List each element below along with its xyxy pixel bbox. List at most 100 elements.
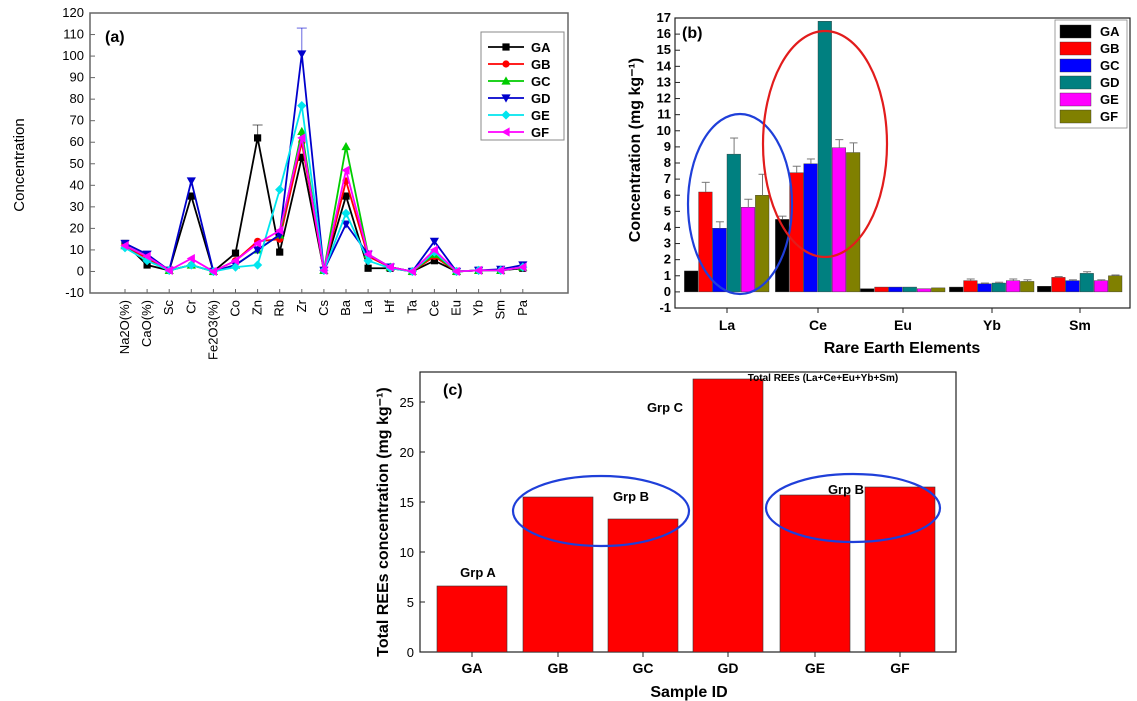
panel-b-xtick-label: Ce [809,317,827,333]
panel-a-xtick-label: Rb [272,300,287,317]
panel-b-ytick-label: 4 [664,219,672,234]
panel-b-bar-gd [991,282,1006,293]
panel-a-ytick-label: 90 [70,70,84,85]
panel-a-legend-box [480,31,565,141]
panel-a-legend-label: GE [531,108,550,123]
panel-b-legend-swatch [1059,58,1092,73]
panel-a-point-ge [275,185,285,195]
panel-a-point-gf [142,251,151,261]
panel-a-ytick-label: 50 [70,156,84,171]
panel-a-ytick-label: -10 [65,285,84,300]
panel-a-point-gd [297,50,307,59]
panel-a-point-ge [297,101,307,111]
panel-a-point-gd [253,246,263,255]
panel-b-ytick-label: 9 [664,139,671,154]
panel-a-point-gd [341,220,351,229]
panel-a-point-gf [363,249,372,259]
panel-c-xtick-label: GA [462,660,483,676]
panel-a-point-gf [319,265,328,275]
panel-a-xtick-label: CaO(%) [139,300,154,347]
panel-c-xtick-label: GB [548,660,569,676]
panel-a-xtick-label: Sm [493,300,508,320]
panel-b-legend: GA GB GC GD GE GF [1054,19,1128,129]
panel-c-bar-gc [607,518,679,653]
panel-a-xtick-label: Na2O(%) [117,300,132,354]
panel-b-bar-gd [1079,273,1094,293]
panel-a-ytick-label: 30 [70,199,84,214]
panel-a-xtick-label: Cr [183,299,198,313]
panel-b-bar-ge [741,207,756,293]
panel-b-bar-gf [1020,281,1035,293]
panel-b-bar-ge [832,147,847,293]
panel-b-bar-gc [888,286,903,293]
panel-a-point-gf [120,241,129,251]
panel-b-bar-gf [755,195,770,293]
panel-c-xtick-label: GC [633,660,654,676]
panel-b-xtick-label: Yb [983,317,1001,333]
panel-a-point-gc [297,126,307,136]
panel-b-xlabel: Rare Earth Elements [824,340,981,357]
panel-b-legend-label: GE [1100,92,1119,107]
panel-b-bar-ga [860,288,875,293]
panel-b-bar-ge [917,288,932,293]
panel-a-legend: GA GB GC GD GE GF [480,31,565,141]
panel-a: (a) Concentration -10 0 10 20 30 40 50 60 70 80 90… [11,5,569,360]
panel-b-ce-highlight-ellipse [761,29,889,259]
panel-b-ytick-label: 12 [657,91,671,106]
panel-a-point-ge [142,256,152,266]
panel-b-legend-label: GF [1100,109,1118,124]
panel-b-bar-gb [874,286,889,293]
panel-a-legend-label: GF [531,125,549,140]
panel-b-ytick-label: 10 [657,123,671,138]
panel-a-xtick-label: La [360,299,375,314]
panel-b-bar-gb [963,280,978,293]
panel-b-ytick-label: 14 [657,58,672,73]
panel-b-legend-swatch [1059,75,1092,90]
panel-a-point-gf [164,265,173,275]
panel-a-xtick-label: Zn [250,300,265,315]
panel-a-legend-label: GC [531,74,551,89]
panel-a-legend-marker [501,76,511,85]
panel-b-xtick-label: La [719,317,736,333]
panel-a-legend-label: GB [531,57,551,72]
panel-c-annotation-grp-b-1: Grp B [613,489,649,504]
panel-a-xtick-label: Hf [382,300,397,313]
panel-a-ytick-label: 20 [70,220,84,235]
panel-c-bar-ge [779,494,851,653]
panel-a-ytick-label: 100 [62,48,84,63]
panel-b-ytick-label: 13 [657,74,671,89]
panel-a-ytick-label: 80 [70,91,84,106]
panel-c-grp-b-ellipse-2 [764,472,942,544]
panel-c-bar-ga [436,585,508,653]
panel-b-legend-label: GA [1100,24,1120,39]
panel-a-point-gf [275,225,284,236]
panel-a-xtick-label: Zr [294,299,309,312]
panel-b-bar-ga [684,270,699,293]
panel-a-legend-marker [501,94,511,103]
panel-a-label: (a) [105,29,125,46]
panel-c-ylabel: Total REEs concentration (mg kg⁻¹) [375,387,392,657]
panel-a-xtick-label: Sc [161,300,176,316]
panel-a-ytick-label: 120 [62,5,84,20]
panel-b-legend-label: GC [1100,58,1120,73]
panel-a-point-gf [407,266,416,277]
panel-b-legend-swatch [1059,109,1092,124]
panel-a-point-ga [364,264,372,272]
panel-a-point-ga [187,192,195,200]
panel-a-point-ge [341,208,351,218]
panel-c-bar-gf [864,486,936,653]
panel-a-point-gf [518,262,527,272]
panel-b-bar-gf [931,287,946,293]
panel-b-ytick-label: 5 [664,203,671,218]
panel-b-ytick-label: 7 [664,171,671,186]
panel-a-point-gf [341,165,350,175]
panel-b: (b) Concentration (mg kg⁻¹) Rare Earth E… [627,10,1131,357]
panel-a-xtick-label: Ce [426,300,441,317]
panel-b-ytick-label: 3 [664,236,671,251]
panel-b-bar-gd [902,286,917,293]
panel-b-bar-ga [1037,286,1052,293]
panel-a-xtick-label: Co [228,300,243,317]
panel-b-bar-gd [726,153,741,293]
panel-c-annotation-grp-a: Grp A [460,565,496,580]
